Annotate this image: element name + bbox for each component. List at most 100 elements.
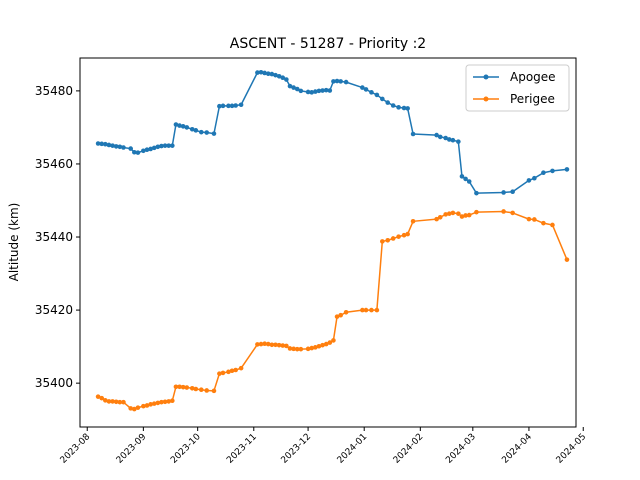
data-point <box>437 134 443 140</box>
data-point <box>141 403 146 409</box>
axes-frame <box>79 57 577 428</box>
data-point <box>450 137 456 143</box>
data-point <box>121 145 126 150</box>
data-point <box>151 401 157 406</box>
data-point <box>510 189 515 195</box>
data-point <box>526 178 532 183</box>
data-point <box>238 365 244 371</box>
data-point <box>363 307 369 313</box>
data-point <box>220 370 226 376</box>
data-point <box>405 231 410 237</box>
data-point <box>273 72 278 78</box>
data-point <box>255 342 260 347</box>
data-point <box>128 406 133 411</box>
data-point <box>327 340 333 345</box>
data-point <box>401 105 407 111</box>
series-layer <box>95 69 570 412</box>
data-point <box>170 143 175 148</box>
data-point <box>390 103 396 108</box>
data-point <box>99 141 105 147</box>
legend-marker <box>483 74 489 80</box>
y-tick-label: 35460 <box>35 157 73 171</box>
data-point <box>564 167 570 172</box>
data-point <box>466 179 472 184</box>
data-point <box>434 132 439 138</box>
data-point <box>110 143 115 148</box>
data-point <box>284 343 289 349</box>
data-point <box>316 88 322 94</box>
data-point <box>443 135 448 141</box>
data-point <box>269 342 275 348</box>
data-point <box>204 388 210 393</box>
data-point <box>396 234 401 239</box>
data-point <box>459 214 465 219</box>
data-point <box>166 143 171 148</box>
legend-label: Perigee <box>510 92 555 106</box>
data-point <box>360 85 365 90</box>
data-point <box>217 103 222 109</box>
data-point <box>385 238 391 243</box>
data-point <box>446 137 452 142</box>
data-point <box>106 142 112 148</box>
data-point <box>265 71 271 77</box>
data-point <box>320 88 325 93</box>
data-point <box>198 129 204 135</box>
data-point <box>226 369 231 375</box>
data-point <box>437 214 443 220</box>
data-point <box>193 386 199 392</box>
data-point <box>193 128 199 133</box>
data-point <box>450 210 456 216</box>
data-point <box>280 343 286 348</box>
data-point <box>258 341 264 347</box>
data-point <box>334 78 340 84</box>
data-point <box>155 400 161 406</box>
data-point <box>380 96 385 102</box>
data-point <box>313 89 318 94</box>
data-point <box>233 367 238 373</box>
data-point <box>463 176 468 182</box>
data-point <box>294 86 300 92</box>
data-point <box>401 232 407 238</box>
data-point <box>180 384 186 390</box>
data-point <box>309 345 315 351</box>
data-point <box>233 103 238 108</box>
data-point <box>474 190 479 196</box>
data-point <box>305 89 311 95</box>
series-perigee <box>95 209 570 412</box>
data-point <box>396 105 401 110</box>
data-point <box>177 123 182 128</box>
data-point <box>103 398 108 403</box>
data-point <box>211 388 217 394</box>
data-point <box>456 139 461 144</box>
legend: Apogee Perigee <box>465 64 570 112</box>
data-point <box>446 211 452 216</box>
data-point <box>434 216 439 222</box>
data-point <box>173 384 179 390</box>
data-point <box>305 346 311 352</box>
data-point <box>229 368 235 374</box>
data-point <box>343 309 349 315</box>
data-point <box>99 395 105 401</box>
y-tick-label: 35480 <box>35 84 73 98</box>
data-point <box>532 175 537 181</box>
data-point <box>128 146 133 151</box>
data-point <box>258 69 264 75</box>
data-point <box>331 79 336 84</box>
data-point <box>262 341 267 347</box>
data-point <box>184 125 190 130</box>
data-point <box>338 312 343 318</box>
data-point <box>323 341 329 347</box>
chart-title: ASCENT - 51287 - Priority :2 <box>230 36 426 52</box>
data-point <box>532 217 537 222</box>
data-point <box>273 342 278 348</box>
data-point <box>410 219 416 224</box>
data-point <box>155 144 161 150</box>
data-point <box>211 131 217 136</box>
data-point <box>360 307 365 313</box>
data-point <box>95 141 101 146</box>
data-point <box>184 385 190 390</box>
legend-item-perigee: Perigee <box>473 92 555 106</box>
data-point <box>313 345 318 350</box>
data-point <box>338 79 343 84</box>
